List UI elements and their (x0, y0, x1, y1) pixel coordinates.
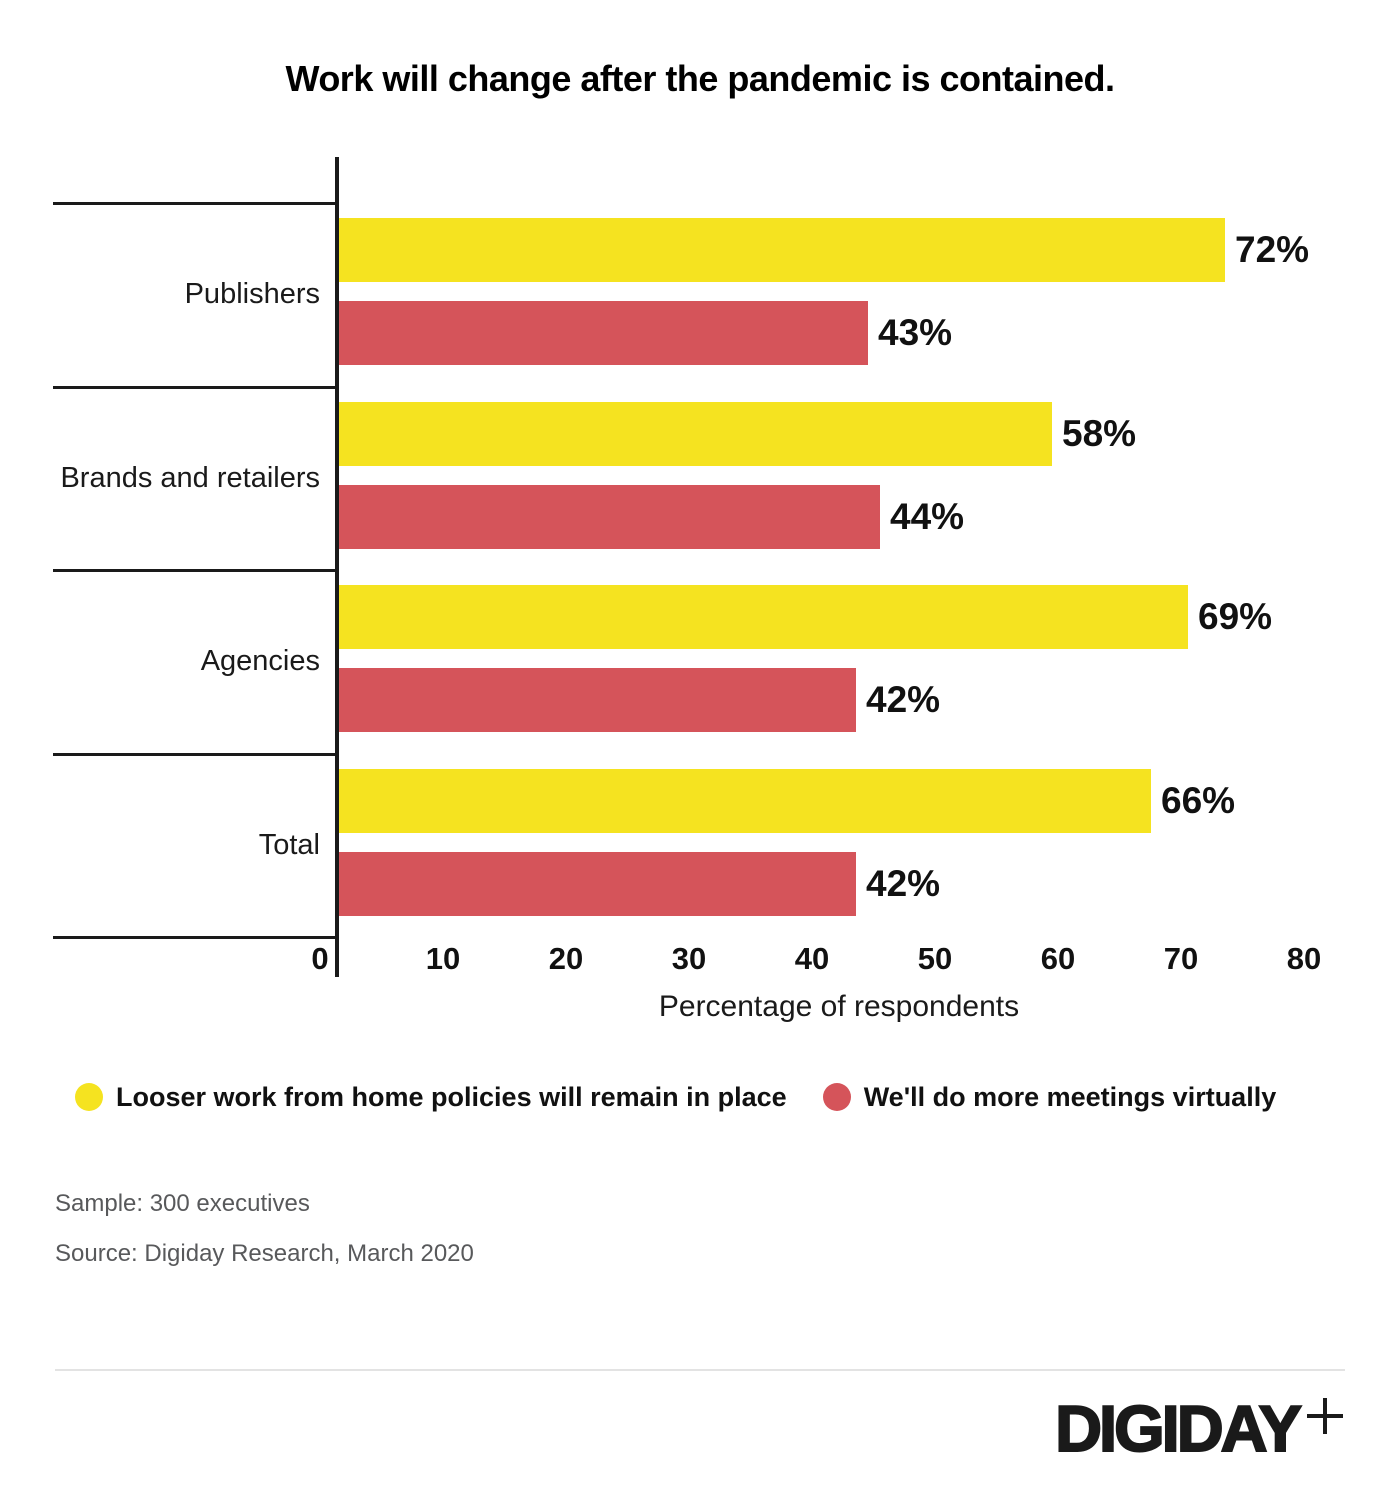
value-label-publishers-yellow: 72% (1235, 229, 1310, 270)
tick-label-70: 70 (1163, 941, 1199, 976)
sample-note: Sample: 300 executives (55, 1190, 310, 1217)
tick-label-30: 30 (671, 941, 707, 976)
value-label-total-red: 42% (866, 863, 941, 904)
tick-label-20: 20 (548, 941, 584, 976)
bar-red-agencies (339, 668, 856, 732)
category-divider (53, 936, 337, 939)
source-note: Source: Digiday Research, March 2020 (55, 1240, 474, 1267)
y-axis-line (335, 157, 339, 977)
tick-label-40: 40 (794, 941, 830, 976)
bar-yellow-total (339, 769, 1151, 833)
category-label-brands-and-retailers: Brands and retailers (60, 461, 320, 494)
category-divider (53, 386, 337, 389)
legend-item-red: We'll do more meetings virtually (822, 1081, 1277, 1113)
legend-label-yellow: Looser work from home policies will rema… (116, 1081, 787, 1112)
legend: Looser work from home policies will rema… (75, 1076, 1355, 1118)
category-label-total: Total (258, 828, 320, 861)
bar-chart: Percentage of respondents Publishers 72% 4… (53, 157, 1322, 1023)
bar-red-publishers (339, 301, 868, 365)
chart-title: Work will change after the pandemic is c… (285, 58, 1115, 99)
bar-yellow-brands-and-retailers (339, 402, 1052, 466)
bar-yellow-agencies (339, 585, 1188, 649)
value-label-total-yellow: 66% (1161, 780, 1236, 821)
legend-label-red: We'll do more meetings virtually (863, 1081, 1277, 1112)
digiday-logo: DIGIDAY (1054, 1392, 1343, 1465)
category-label-publishers: Publishers (184, 277, 320, 310)
value-label-agencies-red: 42% (866, 679, 941, 720)
legend-swatch-red (822, 1083, 851, 1111)
logo-text: DIGIDAY (1054, 1392, 1303, 1465)
bar-red-total (339, 852, 856, 916)
plus-icon (1307, 1398, 1343, 1434)
value-label-agencies-yellow: 69% (1198, 596, 1273, 637)
tick-label-60: 60 (1040, 941, 1076, 976)
footer-divider (55, 1369, 1345, 1371)
tick-label-10: 10 (425, 941, 461, 976)
legend-swatch-yellow (75, 1083, 103, 1111)
bar-red-brands-and-retailers (339, 485, 880, 549)
value-label-brands-and-retailers-red: 44% (890, 496, 965, 537)
bar-yellow-publishers (339, 218, 1225, 282)
tick-label-0: 0 (311, 941, 329, 976)
category-divider (53, 753, 337, 756)
x-axis-label: Percentage of respondents (658, 990, 1020, 1023)
value-label-publishers-red: 43% (878, 312, 953, 353)
legend-item-yellow: Looser work from home policies will rema… (75, 1082, 787, 1113)
category-divider (53, 569, 337, 572)
category-divider (53, 202, 337, 205)
category-label-agencies: Agencies (200, 644, 320, 677)
value-label-brands-and-retailers-yellow: 58% (1062, 413, 1137, 454)
tick-label-50: 50 (917, 941, 953, 976)
tick-label-80: 80 (1286, 941, 1322, 976)
